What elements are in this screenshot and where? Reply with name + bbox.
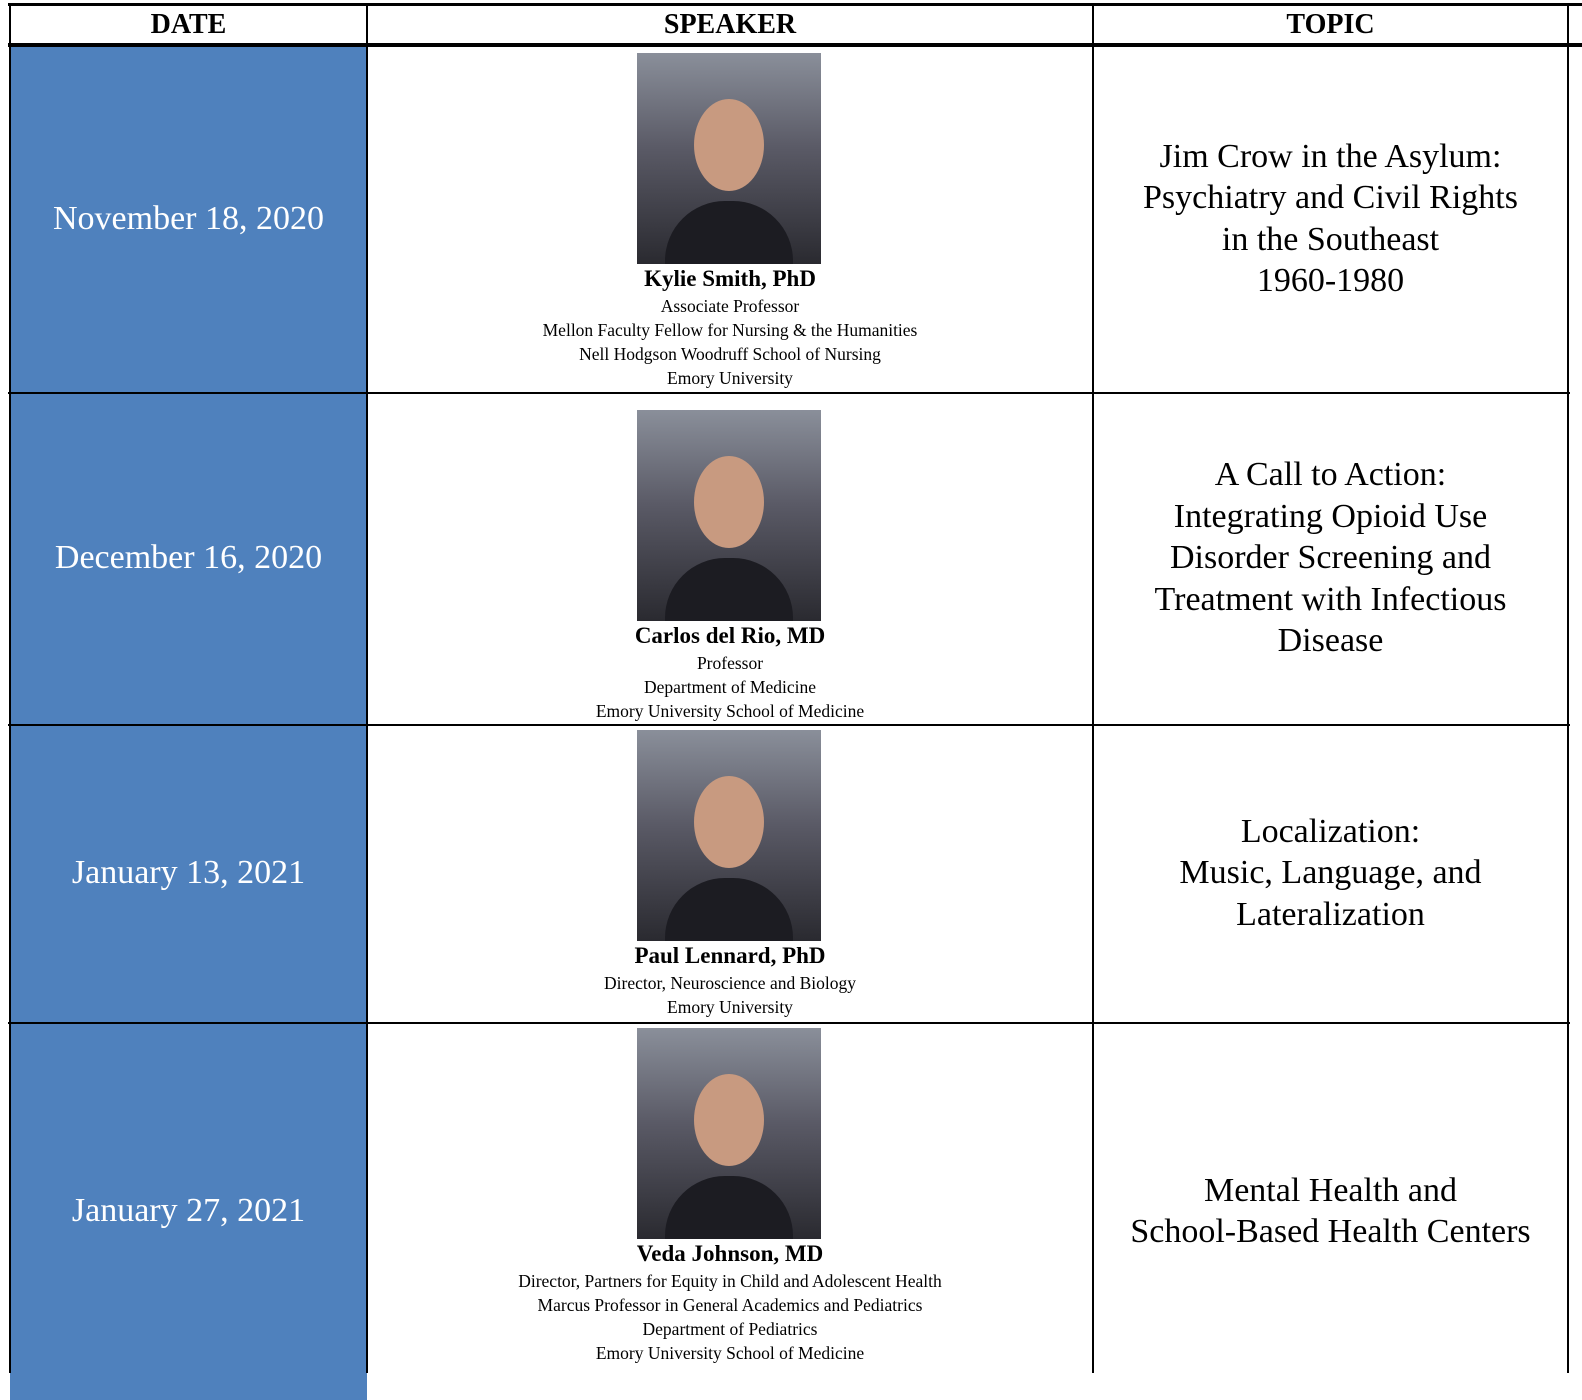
topic-cell: Mental Health and School-Based Health Cen… <box>1093 1022 1568 1400</box>
date-cell: January 27, 2021 <box>10 1022 367 1400</box>
speaker-photo <box>637 730 821 941</box>
speaker-name: Kylie Smith, PhD <box>644 266 816 291</box>
speaker-photo <box>637 1028 821 1239</box>
speaker-name: Veda Johnson, MD <box>636 1241 824 1266</box>
topic-line: Psychiatry and Civil Rights <box>1143 179 1518 216</box>
speaker-detail: Department of Pediatrics <box>642 1319 818 1339</box>
photo-face <box>694 99 764 192</box>
border <box>8 724 1570 726</box>
topic-line: Treatment with Infectious <box>1154 580 1507 618</box>
topic-line: Localization: <box>1240 812 1421 850</box>
speaker-detail: Associate Professor <box>660 296 800 316</box>
speaker-detail: Nell Hodgson Woodruff School of Nursing <box>579 344 881 364</box>
speaker-detail: Mellon Faculty Fellow for Nursing & the … <box>542 320 918 340</box>
border <box>366 3 368 1373</box>
speaker-photo <box>637 53 821 264</box>
column-header: TOPIC <box>1286 9 1375 40</box>
speaker-detail: Emory University School of Medicine <box>595 1343 865 1363</box>
topic-line: A Call to Action: <box>1214 456 1447 494</box>
photo-face <box>694 1074 764 1167</box>
photo-face <box>694 456 764 549</box>
border <box>9 3 11 1373</box>
speaker-detail: Marcus Professor in General Academics an… <box>537 1295 923 1315</box>
border <box>1567 3 1569 1373</box>
speaker-detail: Professor <box>696 653 764 673</box>
topic-line: Disorder Screening and <box>1169 539 1491 577</box>
topic-line: in the Southeast <box>1221 220 1440 258</box>
topic-line: 1960-1980 <box>1256 262 1405 299</box>
date-cell: December 16, 2020 <box>10 392 367 724</box>
photo-body <box>664 200 794 264</box>
photo-face <box>694 776 764 869</box>
column-header: SPEAKER <box>663 9 797 40</box>
column-header: DATE <box>150 9 227 40</box>
photo-body <box>664 877 794 941</box>
speaker-detail: Director, Neuroscience and Biology <box>604 973 856 993</box>
speaker-photo <box>637 410 821 621</box>
topic-line: Lateralization <box>1236 895 1425 933</box>
speaker-detail: Emory University <box>667 368 793 388</box>
topic-line: Music, Language, and <box>1179 854 1482 892</box>
speaker-detail: Director, Partners for Equity in Child a… <box>518 1271 942 1291</box>
photo-body <box>664 557 794 621</box>
topic-line: Disease <box>1277 622 1384 660</box>
topic-line: Mental Health and <box>1203 1171 1458 1209</box>
speaker-name: Carlos del Rio, MD <box>634 623 826 648</box>
topic-cell: Localization: Music, Language, and Lateral… <box>1093 724 1568 1022</box>
speaker-name: Paul Lennard, PhD <box>634 943 826 968</box>
date-cell: November 18, 2020 <box>10 45 367 392</box>
date-cell: January 13, 2021 <box>10 724 367 1022</box>
border <box>8 43 1582 47</box>
photo-body <box>664 1175 794 1239</box>
topic-cell: Jim Crow in the Asylum: Psychiatry and Ci… <box>1093 45 1568 392</box>
speaker-detail: Department of Medicine <box>643 677 817 697</box>
speaker-detail: Emory University School of Medicine <box>595 701 865 721</box>
border <box>8 3 1582 6</box>
border <box>1092 3 1094 1373</box>
topic-line: School-Based Health Centers <box>1130 1213 1531 1250</box>
border <box>8 392 1570 394</box>
topic-line: Integrating Opioid Use <box>1173 497 1488 535</box>
border <box>8 1022 1570 1024</box>
topic-line: Jim Crow in the Asylum: <box>1159 137 1502 175</box>
speaker-detail: Emory University <box>667 997 793 1017</box>
topic-cell: A Call to Action: Integrating Opioid Use D… <box>1093 392 1568 724</box>
